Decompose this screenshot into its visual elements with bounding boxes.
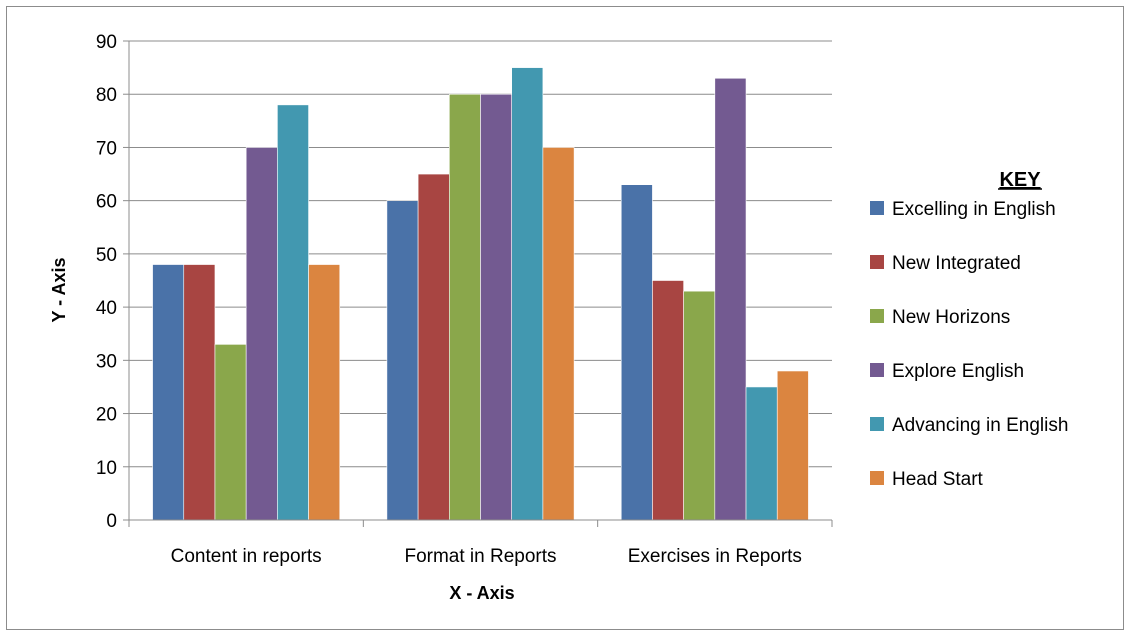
bar [417,173,450,521]
bar [652,280,684,521]
bar [714,77,747,521]
y-tick-label: 10 [96,458,117,479]
legend-label: Head Start [892,469,984,490]
bar [386,200,419,521]
bar [745,386,778,521]
y-axis-title: Y - Axis [49,257,69,322]
y-tick-label: 30 [96,351,117,372]
x-tick-label: Content in reports [171,546,322,567]
y-tick-label: 40 [96,298,117,319]
bar [542,147,575,521]
legend-label: Excelling in English [892,199,1056,220]
legend: KEY Excelling in English New Integrated Ne… [870,169,1068,490]
y-tick-label: 0 [106,511,117,532]
x-axis-title: X - Axis [449,583,514,603]
legend-label: Explore English [892,361,1024,382]
legend-title: KEY [999,169,1041,191]
legend-label: Advancing in English [892,415,1068,436]
bar [776,370,809,521]
legend-items: Excelling in English New Integrated New Ho… [870,199,1068,490]
tick-labels: 0 10 20 30 40 50 60 70 80 90 Content in reports For… [96,32,802,567]
bar [448,93,481,521]
bar [308,264,341,521]
bar [183,264,216,521]
axes [123,40,833,527]
legend-swatch [870,255,884,269]
bar [245,147,278,521]
y-tick-label: 50 [96,245,117,266]
y-tick-label: 20 [96,405,117,426]
y-tick-label: 70 [96,138,117,159]
x-tick-label: Format in Reports [404,546,556,567]
y-tick-label: 80 [96,85,117,106]
bar-chart: 0 10 20 30 40 50 60 70 80 90 Content in reports For… [49,32,1068,603]
legend-label: New Integrated [892,253,1021,274]
y-tick-label: 60 [96,192,117,213]
bar [620,184,653,521]
legend-swatch [870,201,884,215]
legend-label: New Horizons [892,307,1010,328]
chart-frame: 0 10 20 30 40 50 60 70 80 90 Content in reports For… [6,6,1124,630]
legend-swatch [870,471,884,485]
legend-swatch [870,309,884,323]
legend-swatch [870,417,884,431]
bar [152,264,185,521]
bar [511,67,544,521]
x-tick-label: Exercises in Reports [628,546,802,567]
bar [214,344,247,521]
legend-swatch [870,363,884,377]
bar [683,290,716,521]
bars [152,67,809,521]
y-tick-label: 90 [96,32,117,53]
bar [480,93,513,521]
bar [277,104,309,521]
